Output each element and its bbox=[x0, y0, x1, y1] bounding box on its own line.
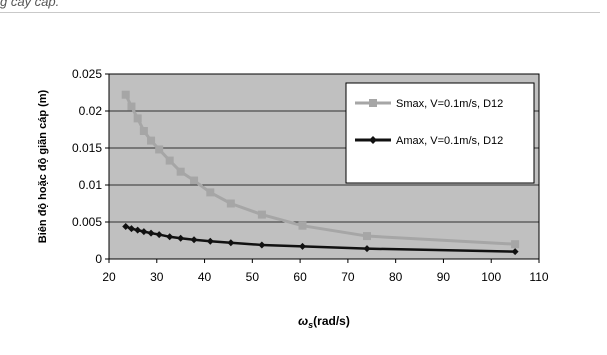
x-tick-label: 20 bbox=[102, 270, 116, 284]
data-point-smax bbox=[165, 156, 174, 165]
x-axis-label-subscript: s bbox=[308, 320, 313, 330]
data-point-amax bbox=[206, 237, 214, 245]
chart-svg: 0 0.005 0.01 0.015 0.02 0.025 20 30 40 50 60 70 80 90… bbox=[37, 67, 549, 330]
x-axis-label-symbol: ω bbox=[298, 314, 308, 328]
data-point-smax bbox=[133, 114, 142, 123]
axis-layer: 0 0.005 0.01 0.015 0.02 0.025 20 30 40 50 60 70 80 90… bbox=[72, 67, 549, 284]
x-tick-label: 110 bbox=[529, 270, 548, 284]
series-layer bbox=[121, 90, 520, 256]
caption-divider bbox=[0, 12, 600, 13]
caption-fragment: g cáy cáp. bbox=[0, 0, 60, 9]
x-tick-label: 100 bbox=[481, 270, 501, 284]
data-point-amax bbox=[140, 228, 148, 236]
data-point-smax bbox=[147, 136, 156, 145]
y-tick-label: 0.015 bbox=[72, 141, 102, 155]
data-point-amax bbox=[155, 231, 163, 239]
data-point-amax bbox=[177, 234, 185, 242]
data-point-smax bbox=[226, 199, 235, 208]
x-tick-label: 60 bbox=[293, 270, 307, 284]
y-tick-label: 0 bbox=[95, 252, 102, 266]
x-tick-label: 70 bbox=[341, 270, 355, 284]
data-point-amax bbox=[134, 226, 142, 234]
legend-marker-smax bbox=[369, 99, 377, 107]
legend-marker-amax bbox=[369, 136, 377, 144]
y-tick-label: 0.01 bbox=[79, 178, 103, 192]
data-point-smax bbox=[121, 90, 130, 99]
x-tick-label: 80 bbox=[389, 270, 403, 284]
data-point-amax bbox=[258, 241, 266, 249]
data-point-smax bbox=[155, 145, 164, 154]
data-point-amax bbox=[147, 229, 155, 237]
y-tick-label: 0.025 bbox=[72, 67, 102, 81]
y-axis-label: Biên độ hoặc độ giãn cáp (m) bbox=[37, 89, 49, 243]
data-point-smax bbox=[511, 240, 520, 249]
data-point-smax bbox=[139, 126, 148, 135]
data-point-amax bbox=[227, 239, 235, 247]
data-point-amax bbox=[190, 236, 198, 244]
legend-box bbox=[345, 82, 535, 184]
y-tick-label: 0.005 bbox=[72, 215, 102, 229]
data-point-smax bbox=[363, 232, 371, 241]
x-tick-label: 50 bbox=[246, 270, 260, 284]
chart-frame: 0 0.005 0.01 0.015 0.02 0.025 20 30 40 50 60 70 80 90… bbox=[6, 28, 598, 350]
x-tick-label: 40 bbox=[198, 270, 212, 284]
grid-layer bbox=[109, 110, 539, 223]
data-point-amax bbox=[363, 245, 371, 253]
x-tick-label: 30 bbox=[150, 270, 164, 284]
data-point-amax bbox=[166, 233, 174, 241]
legend-label-amax: Amax, V=0.1m/s, D12 bbox=[396, 135, 503, 147]
y-tick-label: 0.02 bbox=[79, 104, 103, 118]
data-point-smax bbox=[176, 167, 185, 176]
data-point-smax bbox=[257, 210, 266, 219]
x-axis-label-unit: (rad/s) bbox=[313, 314, 350, 328]
data-point-amax bbox=[122, 222, 130, 230]
data-point-amax bbox=[299, 242, 306, 250]
data-point-smax bbox=[298, 221, 307, 230]
legend: Smax, V=0.1m/s, D12 Amax, V=0.1m/s, D12 bbox=[345, 82, 535, 184]
legend-label-smax: Smax, V=0.1m/s, D12 bbox=[396, 98, 503, 110]
x-axis-label: ωs(rad/s) bbox=[298, 314, 350, 330]
data-point-smax bbox=[206, 188, 215, 197]
data-point-smax bbox=[127, 102, 136, 111]
x-tick-label: 90 bbox=[437, 270, 451, 284]
data-point-smax bbox=[190, 176, 199, 185]
